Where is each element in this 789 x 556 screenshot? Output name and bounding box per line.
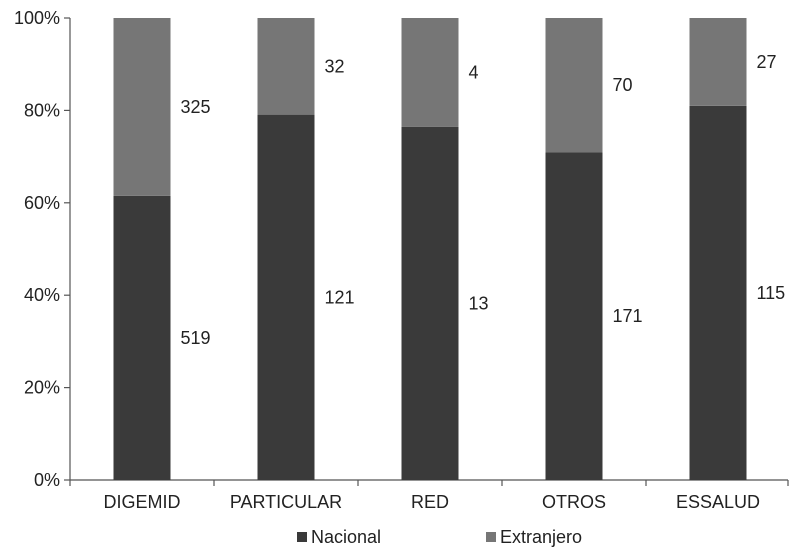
x-category-label: PARTICULAR [230,492,342,512]
bar-nacional-red [401,126,459,481]
bar-extranjero-essalud [689,18,747,106]
legend-label-nacional: Nacional [311,527,381,547]
data-label-nacional: 171 [613,306,643,326]
bar-extranjero-particular [257,18,315,115]
y-tick-label: 80% [24,100,60,120]
data-label-nacional: 121 [325,287,355,307]
data-label-extranjero: 32 [325,56,345,76]
legend-swatch-nacional [297,532,307,542]
bars [113,18,747,481]
bar-nacional-particular [257,114,315,481]
y-tick-label: 40% [24,285,60,305]
y-tick-label: 100% [14,8,60,28]
bar-nacional-digemid [113,195,171,481]
y-tick-label: 60% [24,193,60,213]
x-category-label: RED [411,492,449,512]
y-axis: 0% 20% 40% 60% 80% 100% [14,8,71,490]
legend: Nacional Extranjero [297,527,582,547]
x-category-label: DIGEMID [103,492,180,512]
y-tick-label: 0% [34,470,60,490]
bar-nacional-otros [545,152,603,481]
legend-label-extranjero: Extranjero [500,527,582,547]
data-label-nacional: 13 [469,293,489,313]
data-label-nacional: 115 [757,283,786,303]
data-label-extranjero: 27 [757,52,777,72]
bar-extranjero-red [401,18,459,127]
y-tick-label: 20% [24,378,60,398]
bar-extranjero-digemid [113,18,171,196]
data-labels: 519 325 121 32 13 4 171 70 115 27 [181,52,786,348]
x-category-label: OTROS [542,492,606,512]
x-category-label: ESSALUD [676,492,760,512]
legend-swatch-extranjero [486,532,496,542]
data-label-nacional: 519 [181,328,211,348]
data-label-extranjero: 325 [181,97,211,117]
data-label-extranjero: 70 [613,75,633,95]
bar-nacional-essalud [689,105,747,481]
x-axis: DIGEMID PARTICULAR RED OTROS ESSALUD [69,479,789,512]
data-label-extranjero: 4 [469,62,479,82]
bar-extranjero-otros [545,18,603,153]
